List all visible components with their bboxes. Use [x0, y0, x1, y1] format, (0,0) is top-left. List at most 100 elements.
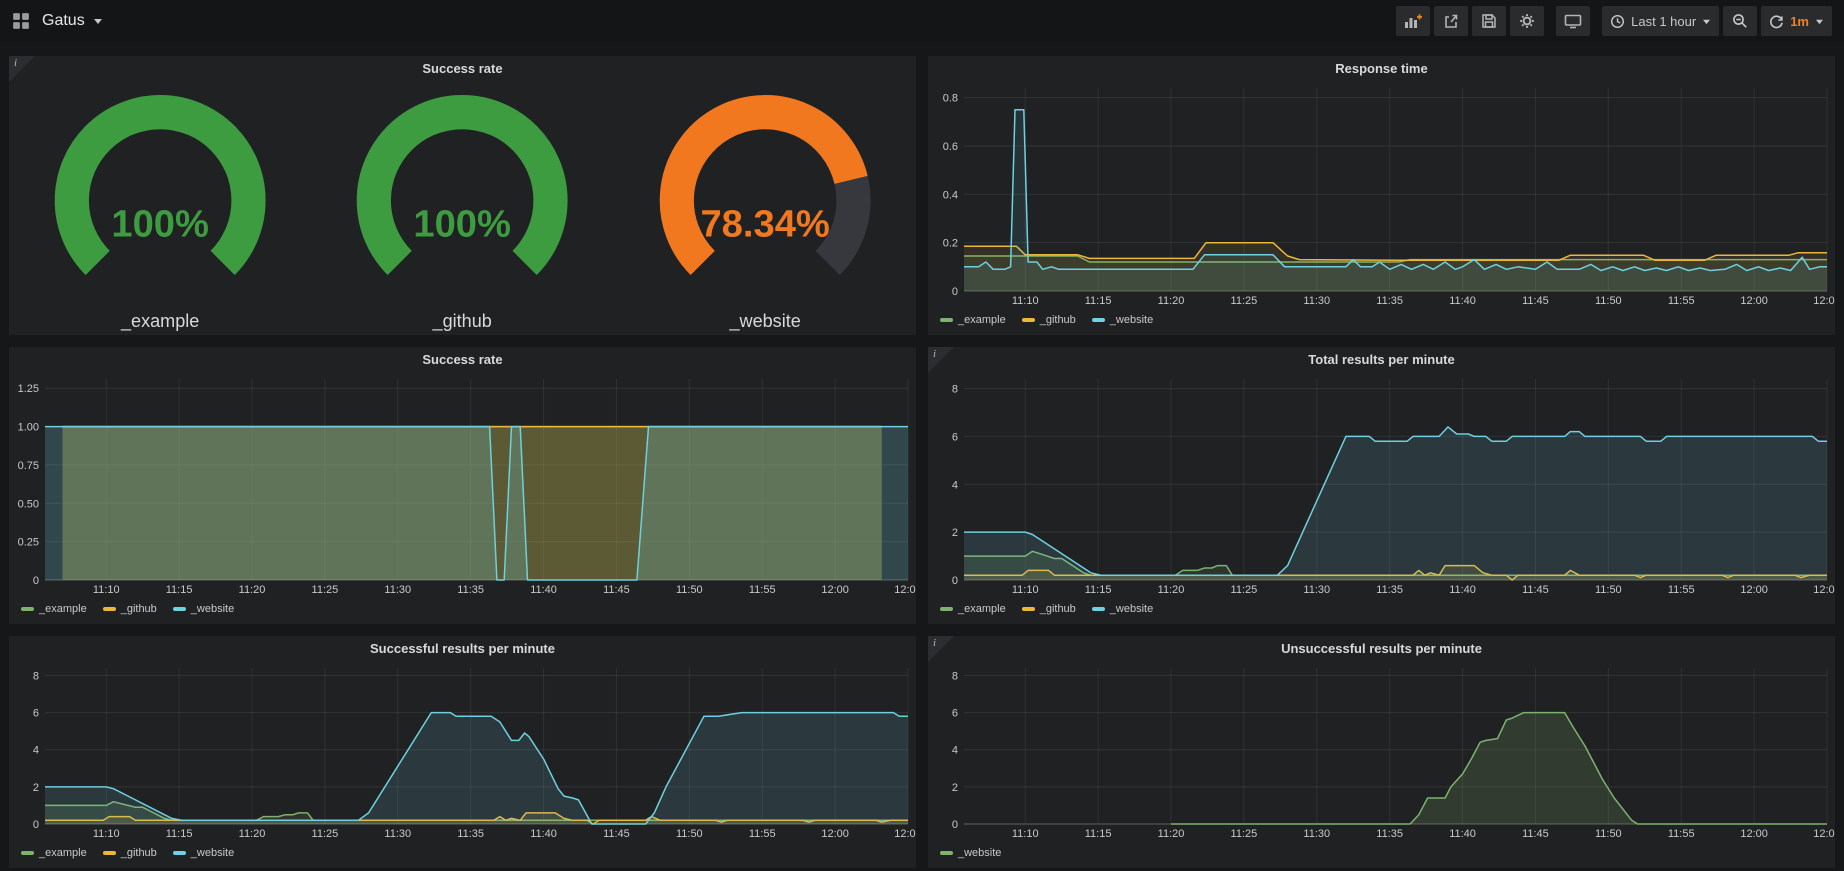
success-rate-chart[interactable]: 11:1011:1511:2011:2511:3011:3511:4011:45…	[9, 373, 916, 598]
legend-swatch	[940, 607, 953, 611]
svg-text:2: 2	[952, 782, 958, 794]
svg-text:11:10: 11:10	[1012, 828, 1039, 840]
svg-text:11:45: 11:45	[1522, 828, 1549, 840]
legend-label: _website	[191, 603, 234, 615]
share-button[interactable]	[1434, 6, 1468, 36]
svg-text:6: 6	[952, 708, 958, 720]
svg-text:11:35: 11:35	[457, 584, 484, 596]
svg-text:11:30: 11:30	[1303, 828, 1330, 840]
panel-title[interactable]: Response time	[928, 56, 1835, 82]
svg-text:11:30: 11:30	[1303, 295, 1330, 307]
legend-item-_example[interactable]: _example	[940, 314, 1006, 326]
gauge-_github: 100%_github	[311, 82, 613, 335]
legend-swatch	[103, 607, 116, 611]
svg-text:11:10: 11:10	[1012, 584, 1039, 596]
legend-swatch	[940, 318, 953, 322]
svg-text:11:25: 11:25	[312, 828, 339, 840]
gauge-label: _website	[728, 311, 800, 332]
time-range-label: Last 1 hour	[1631, 14, 1696, 29]
svg-text:11:50: 11:50	[1595, 828, 1622, 840]
zoom-out-icon	[1732, 13, 1748, 29]
legend-label: _website	[1110, 314, 1153, 326]
legend-label: _example	[958, 603, 1006, 615]
panel-title[interactable]: Unsuccessful results per minute	[928, 636, 1835, 662]
panel-title[interactable]: Total results per minute	[928, 347, 1835, 373]
svg-text:0.6: 0.6	[943, 141, 958, 153]
svg-text:11:30: 11:30	[384, 828, 411, 840]
response-time-chart[interactable]: 11:1011:1511:2011:2511:3011:3511:4011:45…	[928, 82, 1835, 309]
svg-text:11:40: 11:40	[1449, 828, 1476, 840]
panel-title[interactable]: Successful results per minute	[9, 636, 916, 662]
legend-item-_github[interactable]: _github	[103, 847, 157, 859]
svg-text:11:25: 11:25	[1231, 295, 1258, 307]
svg-text:6: 6	[952, 431, 958, 443]
svg-text:11:50: 11:50	[676, 584, 703, 596]
svg-text:11:55: 11:55	[1668, 828, 1695, 840]
caret-down-icon	[93, 17, 103, 25]
svg-text:1.00: 1.00	[18, 422, 39, 434]
svg-text:0.25: 0.25	[18, 537, 39, 549]
save-button[interactable]	[1472, 6, 1506, 36]
svg-text:11:40: 11:40	[1449, 584, 1476, 596]
panel-title[interactable]: Success rate	[9, 347, 916, 373]
panel-response-time: Response time 11:1011:1511:2011:2511:301…	[928, 56, 1835, 335]
legend-item-_example[interactable]: _example	[940, 603, 1006, 615]
legend-item-_example[interactable]: _example	[21, 603, 87, 615]
total-results-chart[interactable]: 11:1011:1511:2011:2511:3011:3511:4011:45…	[928, 373, 1835, 598]
svg-text:11:55: 11:55	[749, 584, 776, 596]
legend-label: _github	[1040, 603, 1076, 615]
svg-text:12:00: 12:00	[821, 828, 849, 840]
refresh-picker[interactable]: 1m	[1761, 6, 1832, 36]
tv-mode-button[interactable]	[1556, 6, 1590, 36]
gauge-_website: 78.34%_website	[614, 82, 916, 335]
svg-text:6: 6	[33, 708, 39, 720]
svg-text:11:25: 11:25	[1231, 584, 1258, 596]
legend-item-_github[interactable]: _github	[103, 603, 157, 615]
svg-text:11:35: 11:35	[1376, 584, 1403, 596]
svg-text:11:50: 11:50	[676, 828, 703, 840]
legend-label: _website	[1110, 603, 1153, 615]
legend-item-_website[interactable]: _website	[940, 847, 1001, 859]
gear-icon	[1519, 13, 1535, 29]
svg-text:0: 0	[33, 819, 39, 831]
dashboard-title-dropdown[interactable]: Gatus	[42, 12, 103, 30]
svg-text:2: 2	[952, 527, 958, 539]
dashboard-grid: i Success rate 100%_example100%_github78…	[9, 56, 1835, 868]
legend-item-_website[interactable]: _website	[173, 847, 234, 859]
svg-text:11:25: 11:25	[1231, 828, 1258, 840]
legend-label: _website	[958, 847, 1001, 859]
unsuccessful-results-chart[interactable]: 11:1011:1511:2011:2511:3011:3511:4011:45…	[928, 662, 1835, 842]
panel-successful-results: Successful results per minute 11:1011:15…	[9, 636, 916, 868]
legend-item-_website[interactable]: _website	[1092, 603, 1153, 615]
time-range-picker[interactable]: Last 1 hour	[1602, 6, 1719, 36]
legend-item-_github[interactable]: _github	[1022, 314, 1076, 326]
apps-grid-icon[interactable]	[12, 12, 30, 30]
zoom-out-button[interactable]	[1723, 6, 1757, 36]
svg-text:11:35: 11:35	[1376, 295, 1403, 307]
svg-text:4: 4	[952, 479, 958, 491]
panel-title[interactable]: Success rate	[9, 56, 916, 82]
svg-text:11:20: 11:20	[1158, 584, 1185, 596]
legend-swatch	[173, 607, 186, 611]
svg-text:0: 0	[952, 819, 958, 831]
save-icon	[1481, 13, 1497, 29]
success-rate-gauges[interactable]: 100%_example100%_github78.34%_website	[9, 82, 916, 335]
legend-swatch	[21, 607, 34, 611]
legend-item-_github[interactable]: _github	[1022, 603, 1076, 615]
successful-results-chart[interactable]: 11:1011:1511:2011:2511:3011:3511:4011:45…	[9, 662, 916, 842]
settings-button[interactable]	[1510, 6, 1544, 36]
legend-item-_example[interactable]: _example	[21, 847, 87, 859]
panel-total-results: i Total results per minute 11:1011:1511:…	[928, 347, 1835, 624]
svg-text:0.75: 0.75	[18, 460, 39, 472]
caret-down-icon	[1815, 18, 1824, 25]
gauge-value: 100%	[111, 203, 209, 246]
chart-legend: _example _github _website	[928, 309, 1835, 335]
legend-item-_website[interactable]: _website	[1092, 314, 1153, 326]
clock-icon	[1610, 14, 1625, 29]
svg-text:11:55: 11:55	[1668, 295, 1695, 307]
legend-item-_website[interactable]: _website	[173, 603, 234, 615]
svg-text:11:15: 11:15	[1085, 295, 1112, 307]
svg-text:0.2: 0.2	[943, 238, 958, 250]
add-panel-button[interactable]	[1396, 6, 1430, 36]
svg-text:0: 0	[33, 575, 39, 587]
